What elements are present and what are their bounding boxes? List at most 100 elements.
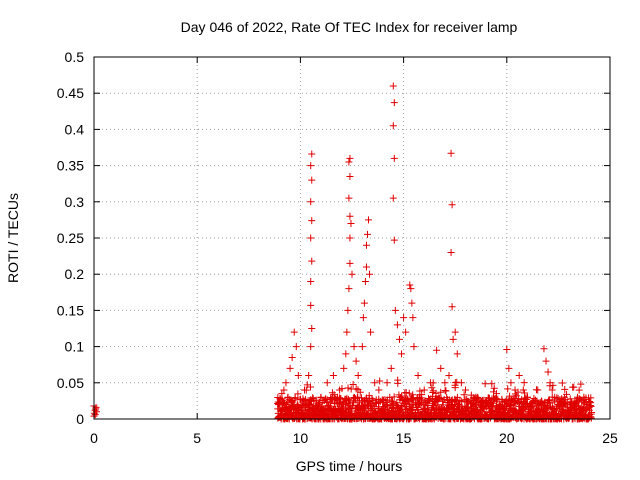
- data-point: [376, 377, 384, 385]
- data-point: [308, 150, 316, 158]
- data-point: [344, 395, 352, 403]
- data-point: [307, 162, 315, 170]
- data-point: [349, 381, 357, 389]
- data-point: [437, 364, 445, 372]
- data-point: [389, 82, 397, 90]
- x-tick-label: 20: [499, 430, 515, 446]
- data-point: [414, 372, 422, 380]
- data-point: [504, 385, 512, 393]
- y-tick-label: 0.05: [57, 375, 84, 391]
- data-point: [284, 393, 292, 401]
- data-point: [393, 399, 401, 407]
- data-point: [343, 328, 351, 336]
- data-point: [453, 378, 461, 386]
- data-point: [389, 122, 397, 130]
- y-tick-label: 0.45: [57, 85, 84, 101]
- data-point: [407, 285, 415, 293]
- data-point: [348, 270, 356, 278]
- data-point: [505, 364, 513, 372]
- data-point: [428, 405, 436, 413]
- data-point: [375, 386, 383, 394]
- data-point: [397, 392, 405, 400]
- data-point: [352, 357, 360, 365]
- data-point: [336, 386, 344, 394]
- data-point: [345, 158, 353, 166]
- data-point: [432, 389, 440, 397]
- data-point: [290, 328, 298, 336]
- data-point: [342, 350, 350, 358]
- data-point: [344, 384, 352, 392]
- data-point: [546, 399, 554, 407]
- data-point: [386, 393, 394, 401]
- data-point: [390, 154, 398, 162]
- data-point: [343, 408, 351, 416]
- data-point: [354, 372, 362, 380]
- x-tick-label: 15: [396, 430, 412, 446]
- data-point: [363, 230, 371, 238]
- plot-frame: [93, 56, 611, 420]
- y-tick-label: 0.35: [57, 158, 84, 174]
- x-axis-label: GPS time / hours: [296, 458, 403, 474]
- data-point: [490, 384, 498, 392]
- data-point: [307, 343, 315, 351]
- data-point: [464, 410, 472, 418]
- data-point: [544, 368, 552, 376]
- data-point: [316, 398, 324, 406]
- data-point: [438, 397, 446, 405]
- data-point: [406, 281, 414, 289]
- data-point: [587, 402, 595, 410]
- y-tick-label: 0.5: [65, 49, 85, 65]
- data-point: [453, 350, 461, 358]
- data-point: [282, 379, 290, 387]
- data-point: [437, 388, 445, 396]
- data-point: [294, 372, 302, 380]
- data-point: [287, 397, 295, 405]
- data-point: [390, 99, 398, 107]
- axis-ticks: 0 0.05 0.1 0.15 0.2 0.25 0.3 0.35 0.4 0.45 0.5 0 5 10…: [57, 49, 618, 446]
- y-tick-label: 0.2: [65, 266, 85, 282]
- data-point: [585, 406, 593, 414]
- data-point: [447, 248, 455, 256]
- data-point: [346, 172, 354, 180]
- data-point: [286, 364, 294, 372]
- data-point: [307, 277, 315, 285]
- data-point: [360, 299, 368, 307]
- data-point: [408, 299, 416, 307]
- data-point: [482, 397, 490, 405]
- data-point: [305, 372, 313, 380]
- data-point: [308, 257, 316, 265]
- data-point: [307, 383, 315, 391]
- data-point: [426, 379, 434, 387]
- data-point: [447, 397, 455, 405]
- data-point: [507, 379, 515, 387]
- data-point: [503, 345, 511, 353]
- data-point: [450, 405, 458, 413]
- data-point: [358, 343, 366, 351]
- data-point: [561, 385, 569, 393]
- data-point: [558, 379, 566, 387]
- data-point: [367, 328, 375, 336]
- x-tick-label: 25: [602, 430, 618, 446]
- data-point: [563, 390, 571, 398]
- data-point: [428, 384, 436, 392]
- data-point: [425, 407, 433, 415]
- data-point: [418, 396, 426, 404]
- data-point: [460, 391, 468, 399]
- data-point: [323, 379, 331, 387]
- data-point: [387, 364, 395, 372]
- data-point: [288, 397, 296, 405]
- data-point: [540, 345, 548, 353]
- data-point: [276, 401, 284, 409]
- data-point: [515, 372, 523, 380]
- data-point: [350, 394, 358, 402]
- data-point: [390, 236, 398, 244]
- data-point: [425, 396, 433, 404]
- data-point: [402, 328, 410, 336]
- data-point: [307, 234, 315, 242]
- data-point: [554, 401, 562, 409]
- y-tick-label: 0.15: [57, 302, 84, 318]
- data-point: [456, 397, 464, 405]
- data-point: [420, 386, 428, 394]
- data-point: [542, 357, 550, 365]
